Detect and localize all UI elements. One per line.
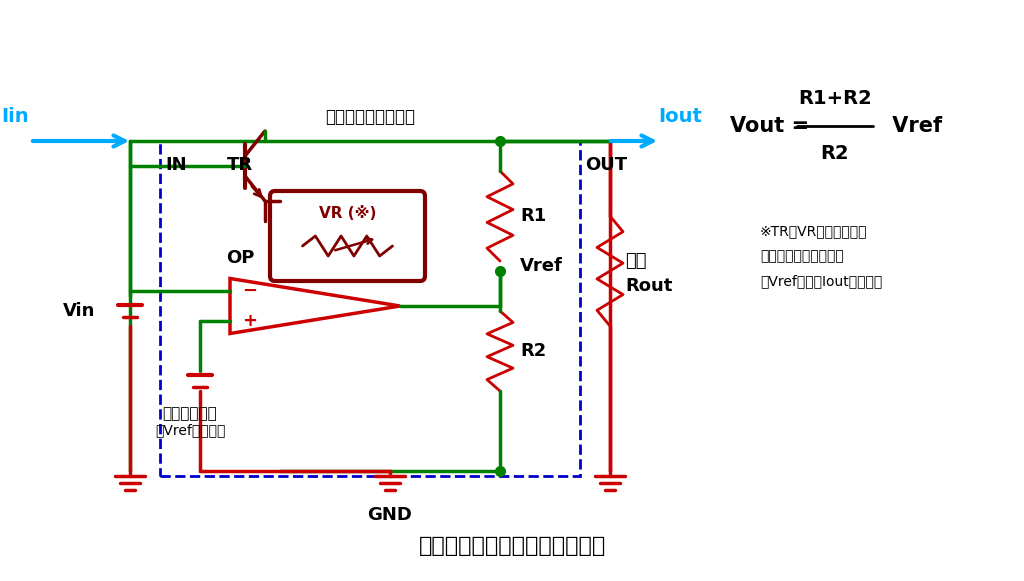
Text: R2: R2 (820, 144, 849, 163)
Text: 考えることができる。: 考えることができる。 (760, 249, 844, 263)
Text: 三端子レギュレータ: 三端子レギュレータ (325, 108, 415, 126)
Text: Iin: Iin (1, 107, 29, 126)
Text: OUT: OUT (585, 156, 627, 174)
FancyBboxPatch shape (270, 191, 425, 281)
Text: Vref: Vref (520, 257, 563, 275)
Text: R1+R2: R1+R2 (798, 89, 871, 108)
Text: Rout: Rout (625, 277, 673, 295)
Text: +: + (243, 312, 257, 330)
Text: Iout: Iout (658, 107, 701, 126)
Text: OP: OP (226, 249, 254, 267)
Text: （Vref上昇でIoutが減少）: （Vref上昇でIoutが減少） (760, 274, 883, 288)
Text: VR (※): VR (※) (318, 206, 376, 221)
Text: Vout =: Vout = (730, 116, 816, 136)
Text: R2: R2 (520, 342, 546, 360)
Text: GND: GND (368, 506, 413, 524)
Text: ※TRはVRに置き換えて: ※TRはVRに置き換えて (760, 224, 867, 238)
Text: −: − (243, 282, 258, 300)
Text: 三端子レギュレータの内部回路: 三端子レギュレータの内部回路 (419, 536, 605, 556)
Text: 負荷: 負荷 (625, 252, 646, 270)
Text: 内部基準電圧: 内部基準電圧 (163, 406, 217, 421)
Text: R1: R1 (520, 207, 546, 225)
Text: IN: IN (165, 156, 186, 174)
Text: TR: TR (227, 156, 253, 174)
Text: （Vrefに相当）: （Vrefに相当） (155, 423, 225, 437)
Text: Vin: Vin (62, 302, 95, 320)
Text: Vref: Vref (885, 116, 942, 136)
